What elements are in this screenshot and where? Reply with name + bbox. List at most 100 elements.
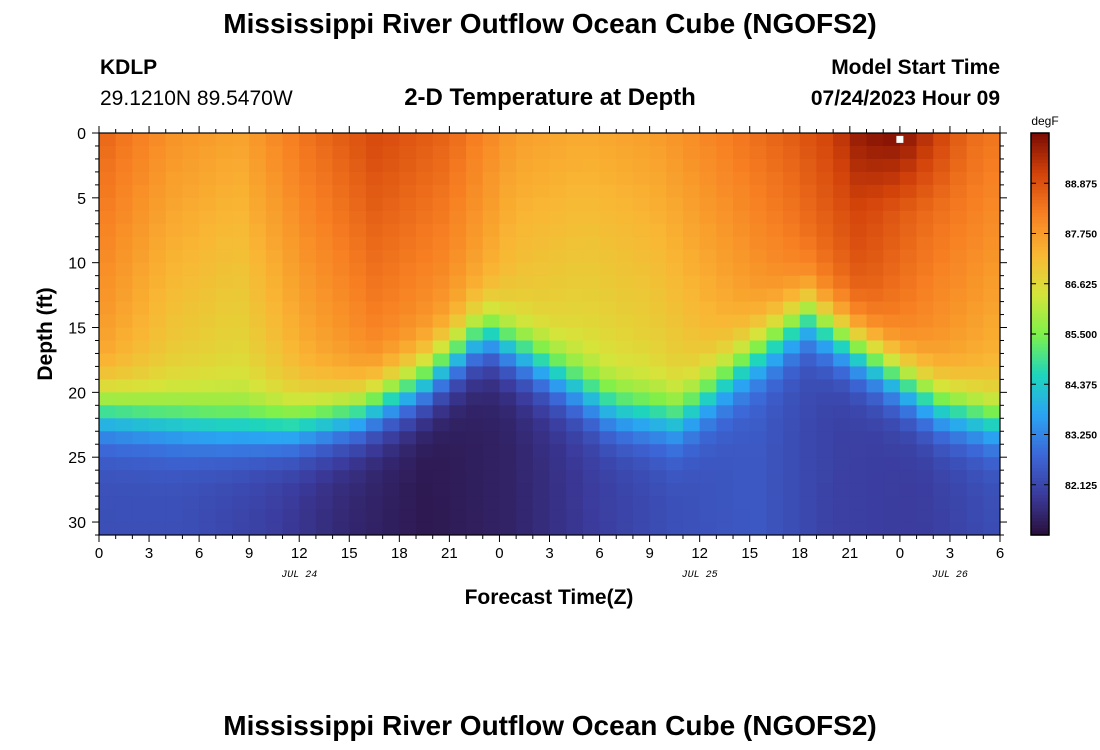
heatmap-cell (165, 184, 184, 199)
heatmap-cell (215, 522, 234, 535)
heatmap-cell (599, 470, 617, 484)
heatmap-cell (232, 133, 250, 147)
heatmap-cell (449, 275, 467, 290)
heatmap-cell (482, 133, 501, 147)
heatmap-cell (466, 145, 484, 160)
colorbar-segment (1031, 508, 1049, 513)
heatmap-cell (349, 379, 367, 393)
heatmap-cell (682, 184, 701, 199)
heatmap-cell (666, 392, 684, 406)
heatmap-cell (499, 418, 517, 432)
heatmap-cell (816, 184, 834, 199)
heatmap-cell (482, 288, 501, 303)
heatmap-cell (699, 197, 717, 212)
heatmap-cell (449, 210, 467, 225)
heatmap-cell (566, 353, 584, 368)
heatmap-cell (165, 496, 184, 510)
x-tick-label: 3 (145, 545, 153, 562)
heatmap-cell (416, 223, 434, 238)
heatmap-cell (649, 353, 667, 368)
heatmap-cell (682, 288, 701, 303)
heatmap-cell (165, 431, 184, 445)
heatmap-cell (933, 184, 951, 199)
heatmap-cell (249, 236, 267, 251)
heatmap-cell (265, 366, 284, 380)
heatmap-cell (115, 405, 133, 419)
heatmap-cell (599, 223, 617, 238)
heatmap-cell (816, 366, 834, 380)
heatmap-cell (199, 275, 217, 290)
heatmap-cell (983, 145, 1000, 160)
colorbar-segment (1031, 317, 1049, 322)
heatmap-cell (182, 405, 200, 419)
heatmap-cell (332, 314, 350, 329)
heatmap-cell (165, 171, 184, 186)
colorbar-segment (1031, 511, 1049, 516)
heatmap-cell (733, 223, 751, 238)
heatmap-cell (399, 470, 417, 484)
heatmap-cell (182, 496, 200, 510)
heatmap-cell (799, 288, 818, 303)
heatmap-cell (365, 327, 384, 342)
heatmap-cell (966, 223, 984, 238)
heatmap-cell (199, 184, 217, 199)
heatmap-cell (549, 184, 567, 199)
colorbar-segment (1031, 417, 1049, 422)
heatmap-cell (332, 431, 350, 445)
heatmap-cell (449, 353, 467, 368)
heatmap-cell (916, 379, 934, 393)
heatmap-cell (432, 145, 450, 160)
heatmap-cell (749, 249, 768, 264)
heatmap-cell (165, 236, 184, 251)
heatmap-cell (382, 301, 400, 316)
heatmap-cell (499, 301, 517, 316)
heatmap-cell (649, 171, 667, 186)
heatmap-cell (416, 158, 434, 173)
heatmap-cell (566, 314, 584, 329)
heatmap-cell (599, 457, 617, 471)
heatmap-cell (315, 353, 334, 368)
heatmap-cell (132, 418, 150, 432)
heatmap-cell (766, 223, 784, 238)
colorbar-segment (1031, 390, 1049, 395)
heatmap-cell (499, 470, 517, 484)
heatmap-cell (315, 379, 334, 393)
heatmap-cell (399, 366, 417, 380)
heatmap-cell (699, 327, 717, 342)
colorbar-segment (1031, 233, 1049, 238)
heatmap-cell (299, 133, 317, 147)
heatmap-cell (549, 418, 567, 432)
heatmap-cell (716, 379, 734, 393)
heatmap-cell (249, 223, 267, 238)
heatmap-cell (766, 158, 784, 173)
heatmap-cell (466, 353, 484, 368)
heatmap-cell (883, 236, 901, 251)
heatmap-cell (666, 405, 684, 419)
heatmap-cell (132, 223, 150, 238)
heatmap-cell (299, 197, 317, 212)
heatmap-cell (866, 444, 884, 458)
colorbar-segment (1031, 246, 1049, 251)
heatmap-cell (199, 366, 217, 380)
heatmap-cell (599, 340, 617, 355)
heatmap-cell (616, 483, 634, 497)
colorbar-segment (1031, 501, 1049, 506)
heatmap-cell (582, 133, 601, 147)
heatmap-cell (666, 301, 684, 316)
heatmap-cell (99, 366, 117, 380)
heatmap-cell (449, 197, 467, 212)
heatmap-cell (432, 223, 450, 238)
heatmap-cell (499, 184, 517, 199)
heatmap-cell (649, 314, 667, 329)
heatmap-cell (215, 431, 234, 445)
heatmap-cell (883, 210, 901, 225)
heatmap-cell (215, 496, 234, 510)
heatmap-cell (299, 223, 317, 238)
heatmap-cell (99, 184, 117, 199)
colorbar-tick-label: 86.625 (1065, 279, 1097, 291)
heatmap-cell (799, 236, 818, 251)
heatmap-cell (232, 522, 250, 535)
heatmap-cell (666, 483, 684, 497)
heatmap-cell (299, 262, 317, 277)
heatmap-cell (215, 249, 234, 264)
